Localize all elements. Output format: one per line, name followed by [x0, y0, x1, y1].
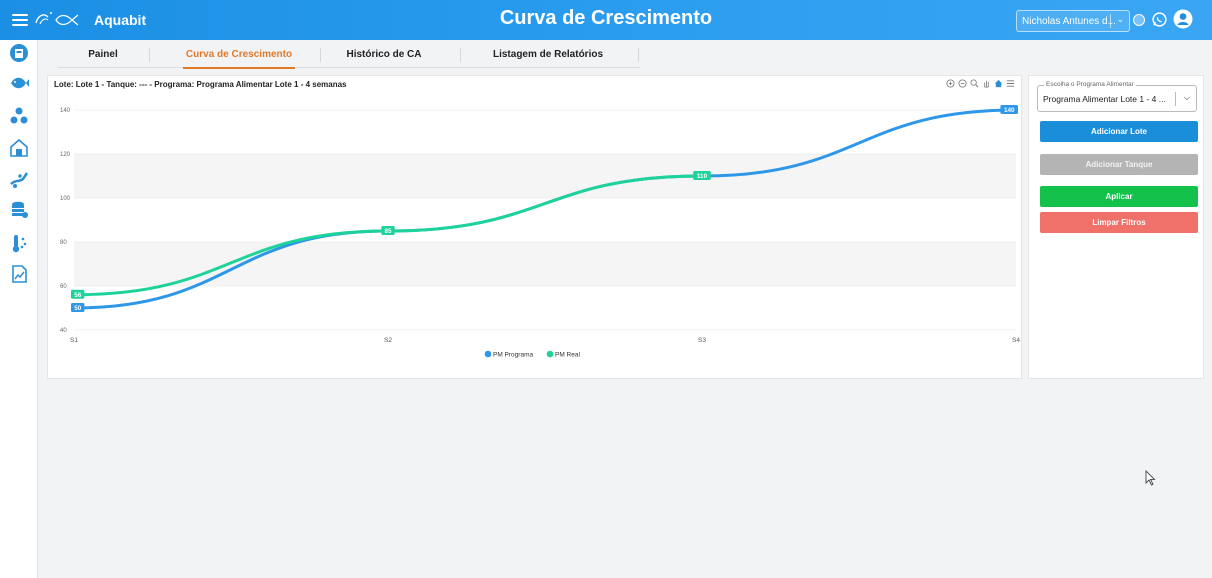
- grid-band: [74, 242, 1016, 286]
- select-divider: [1175, 92, 1176, 106]
- mouse-cursor-icon: [1145, 470, 1156, 486]
- report-icon[interactable]: [9, 264, 29, 284]
- zoom-out-icon[interactable]: [958, 79, 967, 88]
- add-lot-button[interactable]: Adicionar Lote: [1040, 121, 1198, 142]
- tab-painel[interactable]: Painel: [88, 49, 118, 60]
- legend-label[interactable]: PM Real: [555, 351, 580, 358]
- fish-logo-icon: [35, 12, 79, 26]
- data-label-box: [71, 303, 85, 312]
- y-tick-label: 120: [60, 152, 71, 158]
- zoom-in-icon[interactable]: [946, 79, 955, 88]
- tab-bar: Painel Curva de Crescimento Histórico de…: [58, 48, 640, 69]
- chart-heading: Lote: Lote 1 - Tanque: --- - Programa: P…: [54, 80, 347, 89]
- data-label: 50: [74, 305, 82, 312]
- select-divider: [1110, 14, 1111, 28]
- tab-curva-de-crescimento[interactable]: Curva de Crescimento: [183, 48, 295, 69]
- data-label-box: [693, 171, 711, 180]
- brand-name: Aquabit: [94, 12, 147, 28]
- tab-listagem-de-relatorios[interactable]: Listagem de Relatórios: [492, 49, 604, 60]
- apply-button[interactable]: Aplicar: [1040, 186, 1198, 207]
- y-tick-label: 80: [60, 240, 67, 246]
- grid-band: [74, 154, 1016, 198]
- whatsapp-icon[interactable]: [1151, 11, 1168, 28]
- chevron-down-icon: ⌵: [1183, 93, 1190, 102]
- tab-historico-de-ca[interactable]: Histórico de CA: [346, 49, 422, 60]
- zoom-search-icon[interactable]: [970, 79, 979, 88]
- farm-icon[interactable]: [9, 138, 29, 158]
- user-account-icon[interactable]: [1173, 9, 1193, 29]
- tab-divider: [638, 48, 639, 62]
- data-label-box: [381, 226, 395, 235]
- program-select[interactable]: Escolha o Programa Alimentar Programa Al…: [1037, 81, 1197, 112]
- program-select-value: Programa Alimentar Lote 1 - 4 ...: [1043, 94, 1166, 104]
- user-select[interactable]: Nicholas Antunes d... ⌄: [1016, 10, 1130, 32]
- feed-icon[interactable]: [9, 170, 29, 190]
- brand[interactable]: Aquabit: [34, 9, 146, 31]
- user-name: Nicholas Antunes d...: [1022, 15, 1116, 27]
- filter-panel: Escolha o Programa Alimentar Programa Al…: [1028, 75, 1204, 379]
- dashboard-icon[interactable]: [9, 43, 29, 63]
- data-label-box: [1000, 105, 1018, 114]
- add-tank-button[interactable]: Adicionar Tanque: [1040, 154, 1198, 175]
- y-tick-label: 40: [60, 328, 67, 334]
- database-icon[interactable]: [9, 200, 29, 220]
- tab-divider: [149, 48, 150, 62]
- x-tick-label: S3: [698, 337, 706, 344]
- legend-marker[interactable]: [484, 350, 492, 358]
- data-label: 110: [697, 173, 708, 180]
- top-bar: Aquabit Curva de Crescimento Nicholas An…: [0, 0, 1212, 40]
- legend-label[interactable]: PM Programa: [493, 351, 533, 358]
- add-circle-icon[interactable]: [1133, 14, 1145, 26]
- program-select-label: Escolha o Programa Alimentar: [1044, 81, 1136, 88]
- thermometer-icon[interactable]: [9, 233, 29, 253]
- data-label: 85: [384, 228, 392, 235]
- chevron-down-icon: ⌄: [1116, 14, 1124, 24]
- data-label-box: [71, 289, 85, 299]
- x-tick-label: S4: [1012, 337, 1020, 344]
- legend-marker[interactable]: [546, 350, 554, 358]
- pan-icon[interactable]: [982, 79, 991, 88]
- home-icon[interactable]: [994, 79, 1003, 88]
- eggs-icon[interactable]: [9, 106, 29, 126]
- sidebar: [0, 40, 38, 578]
- data-label: 140: [1004, 107, 1015, 114]
- clear-filters-button[interactable]: Limpar Filtros: [1040, 212, 1198, 233]
- chart-toolbar: [946, 79, 1015, 88]
- menu-icon[interactable]: [1006, 79, 1015, 88]
- y-tick-label: 60: [60, 284, 67, 290]
- tab-divider: [320, 48, 321, 62]
- tab-divider: [460, 48, 461, 62]
- fish-icon[interactable]: [9, 73, 29, 93]
- y-tick-label: 100: [60, 196, 71, 202]
- chart-panel: 140 120 100 80 60 40 S1 S2 S3 S4 50 140 56 85 110 PM Pr…: [47, 75, 1022, 379]
- x-tick-label: S1: [70, 337, 78, 344]
- data-label: 56: [74, 292, 82, 299]
- hamburger-menu-icon[interactable]: [12, 11, 28, 29]
- y-tick-label: 140: [60, 108, 71, 114]
- x-tick-label: S2: [384, 337, 392, 344]
